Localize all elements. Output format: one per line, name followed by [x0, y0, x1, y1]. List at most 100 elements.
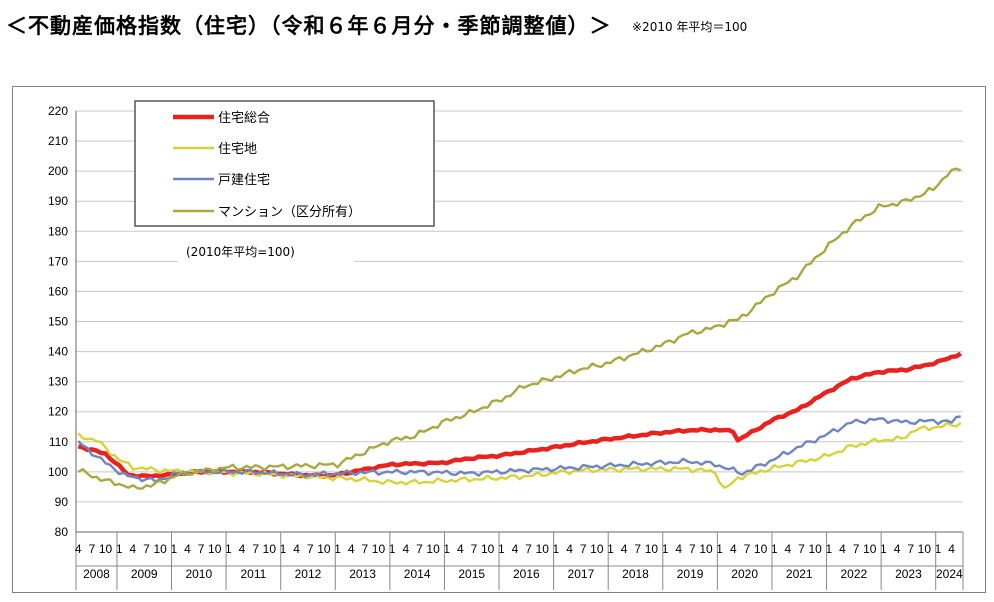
month-tick-label: 7	[307, 542, 314, 556]
month-tick-label: 10	[754, 542, 768, 556]
y-tick-label: 210	[48, 134, 68, 148]
series-line	[77, 415, 961, 483]
month-tick-label: 1	[280, 542, 287, 556]
month-tick-label: 4	[675, 542, 682, 556]
year-label: 2015	[458, 567, 485, 581]
month-tick-label: 1	[225, 542, 232, 556]
chart-frame	[12, 86, 986, 593]
month-tick-label: 4	[785, 542, 792, 556]
year-label: 2014	[404, 567, 431, 581]
year-label: 2018	[622, 567, 649, 581]
month-tick-label: 4	[184, 542, 191, 556]
month-tick-label: 7	[89, 542, 96, 556]
month-tick-label: 1	[389, 542, 396, 556]
year-label: 2012	[295, 567, 322, 581]
month-tick-label: 10	[590, 542, 604, 556]
month-tick-label: 1	[825, 542, 832, 556]
year-label: 2020	[731, 567, 758, 581]
month-tick-label: 4	[239, 542, 246, 556]
year-label: 2011	[240, 567, 266, 581]
month-tick-label: 7	[907, 542, 914, 556]
month-tick-label: 7	[798, 542, 805, 556]
y-tick-label: 170	[48, 254, 68, 268]
page-title: ＜不動産価格指数（住宅）（令和６年６月分・季節調整値）＞	[6, 14, 612, 38]
base-year-note: ※2010 年平均＝100	[632, 20, 748, 34]
series-line	[77, 167, 962, 490]
y-tick-label: 160	[48, 284, 68, 298]
month-tick-label: 4	[348, 542, 355, 556]
month-tick-label: 7	[416, 542, 423, 556]
year-label: 2013	[349, 567, 376, 581]
month-tick-label: 4	[293, 542, 300, 556]
base-note-group: (2010年平均=100)	[178, 241, 354, 263]
month-tick-label: 7	[689, 542, 696, 556]
month-tick-label: 10	[536, 542, 550, 556]
y-tick-label: 190	[48, 194, 68, 208]
month-tick-label: 4	[130, 542, 137, 556]
y-tick-label: 140	[48, 345, 68, 359]
month-tick-label: 10	[863, 542, 877, 556]
month-tick-label: 1	[498, 542, 505, 556]
month-tick-label: 10	[263, 542, 277, 556]
month-tick-label: 10	[699, 542, 713, 556]
month-tick-label: 1	[553, 542, 560, 556]
year-label: 2008	[83, 567, 110, 581]
month-tick-label: 4	[839, 542, 846, 556]
month-tick-label: 1	[662, 542, 669, 556]
series-line	[77, 421, 962, 489]
month-tick-label: 1	[607, 542, 614, 556]
month-tick-label: 4	[512, 542, 519, 556]
month-tick-label: 7	[143, 542, 150, 556]
month-tick-label: 1	[880, 542, 887, 556]
month-tick-label: 4	[894, 542, 901, 556]
y-tick-label: 130	[48, 375, 68, 389]
legend-label: マンション（区分所有）	[218, 205, 361, 220]
month-tick-label: 10	[918, 542, 932, 556]
month-tick-label: 4	[457, 542, 464, 556]
month-tick-label: 7	[361, 542, 368, 556]
month-tick-label: 1	[771, 542, 778, 556]
year-label: 2021	[786, 567, 813, 581]
month-tick-label: 1	[170, 542, 177, 556]
month-tick-label: 4	[402, 542, 409, 556]
axes: 8090100110120130140150160170180190200210…	[48, 104, 964, 590]
month-tick-label: 4	[75, 542, 82, 556]
series-line	[77, 351, 962, 480]
legend-box	[134, 100, 435, 227]
month-tick-label: 4	[948, 542, 955, 556]
y-tick-label: 180	[48, 224, 68, 238]
y-tick-label: 100	[48, 465, 68, 479]
series-lines	[77, 167, 962, 490]
year-label: 2009	[131, 567, 158, 581]
year-label: 2022	[840, 567, 867, 581]
legend-label: 住宅地	[218, 142, 257, 157]
y-tick-label: 220	[48, 104, 68, 118]
month-tick-label: 7	[252, 542, 259, 556]
month-tick-label: 10	[317, 542, 331, 556]
month-tick-label: 7	[634, 542, 641, 556]
y-tick-label: 90	[55, 495, 69, 509]
month-tick-label: 7	[471, 542, 478, 556]
y-tick-label: 200	[48, 164, 68, 178]
year-label: 2016	[513, 567, 540, 581]
legend-label: 住宅総合	[218, 111, 270, 126]
month-tick-label: 1	[334, 542, 341, 556]
y-tick-label: 110	[49, 435, 68, 449]
month-tick-label: 7	[853, 542, 860, 556]
month-tick-label: 10	[808, 542, 822, 556]
month-tick-label: 1	[443, 542, 450, 556]
month-tick-label: 4	[566, 542, 573, 556]
month-tick-label: 1	[116, 542, 123, 556]
y-tick-label: 120	[48, 405, 68, 419]
month-tick-label: 10	[645, 542, 659, 556]
month-tick-label: 10	[208, 542, 222, 556]
month-tick-label: 10	[481, 542, 495, 556]
month-tick-label: 10	[99, 542, 113, 556]
month-tick-label: 7	[580, 542, 587, 556]
year-label: 2023	[895, 567, 922, 581]
month-tick-label: 7	[744, 542, 751, 556]
base-note: (2010年平均=100)	[186, 245, 295, 259]
legend-label: 戸建住宅	[218, 173, 270, 188]
